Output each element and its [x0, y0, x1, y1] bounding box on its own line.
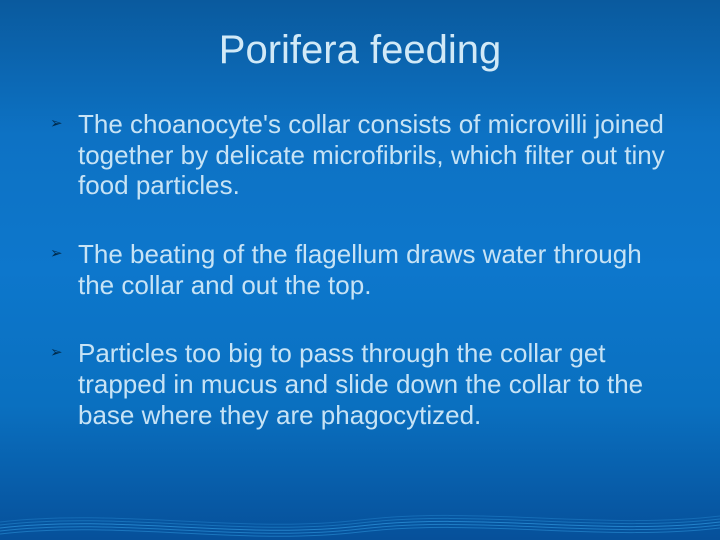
- bullet-marker-icon: ➢: [50, 109, 78, 133]
- bullet-list: ➢ The choanocyte's collar consists of mi…: [50, 109, 670, 430]
- bullet-marker-icon: ➢: [50, 338, 78, 362]
- slide-title: Porifera feeding: [50, 28, 670, 73]
- list-item: ➢ Particles too big to pass through the …: [50, 338, 670, 430]
- list-item: ➢ The beating of the flagellum draws wat…: [50, 239, 670, 300]
- bullet-text: Particles too big to pass through the co…: [78, 338, 670, 430]
- bullet-marker-icon: ➢: [50, 239, 78, 263]
- list-item: ➢ The choanocyte's collar consists of mi…: [50, 109, 670, 201]
- bullet-text: The choanocyte's collar consists of micr…: [78, 109, 670, 201]
- slide-container: Porifera feeding ➢ The choanocyte's coll…: [0, 0, 720, 540]
- bullet-text: The beating of the flagellum draws water…: [78, 239, 670, 300]
